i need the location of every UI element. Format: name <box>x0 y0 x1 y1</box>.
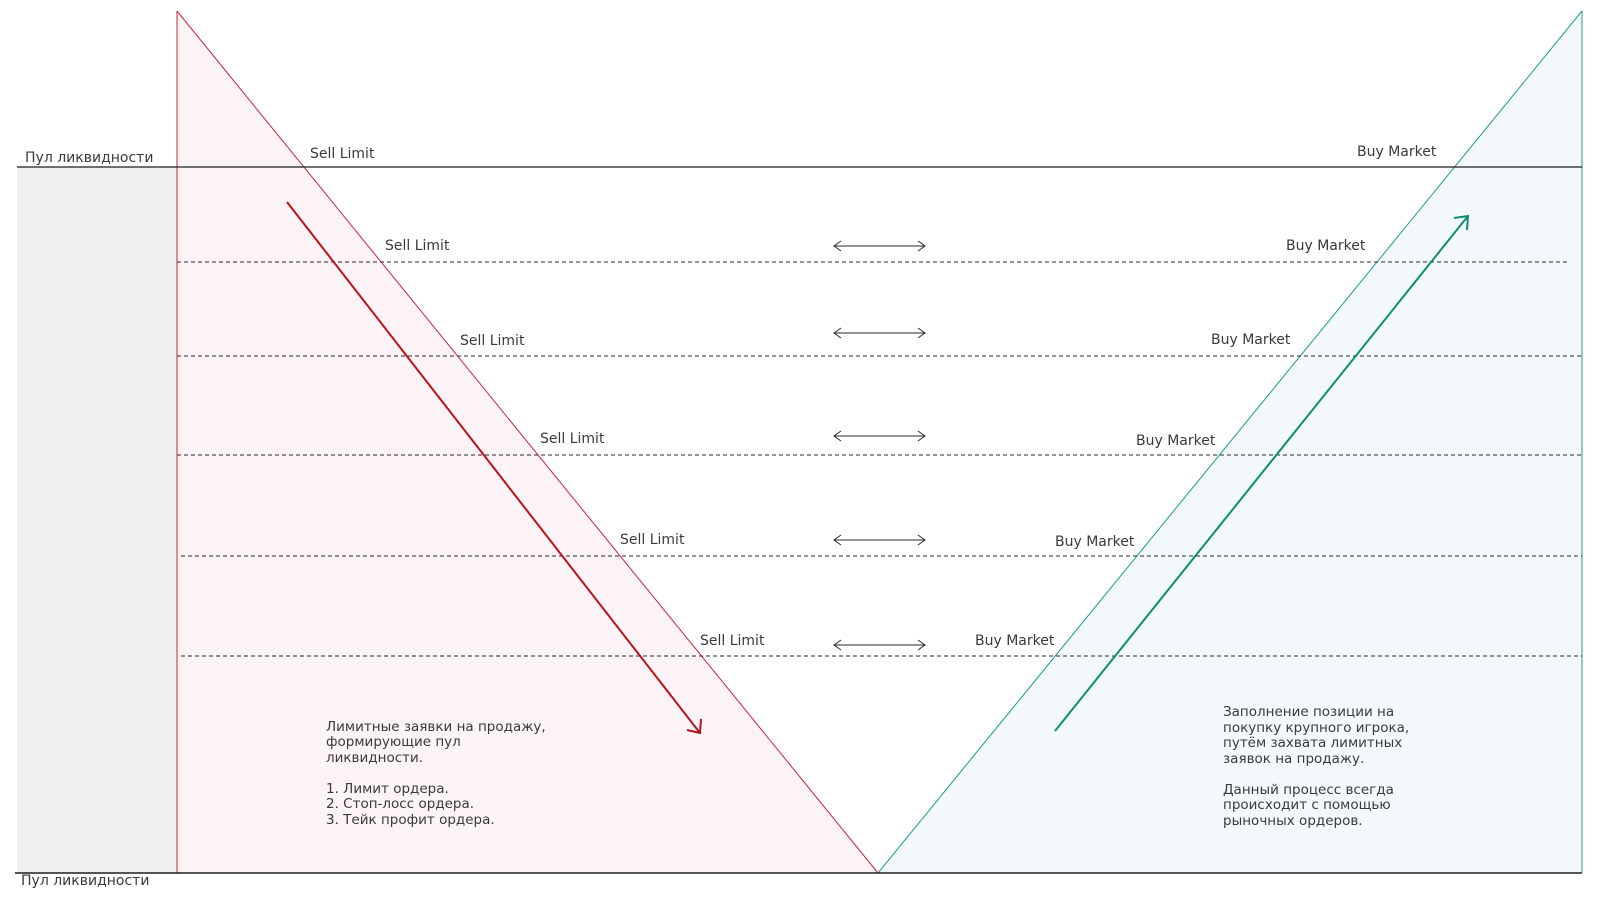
buy-note-line: происходит с помощью <box>1223 797 1391 813</box>
buy-market-label: Buy Market <box>1136 433 1216 449</box>
double-headed-arrow-icon <box>833 240 926 252</box>
buy-note-line: путём захвата лимитных <box>1223 735 1402 751</box>
buy-market-label: Buy Market <box>975 633 1055 649</box>
sell-note-line: Лимитные заявки на продажу, <box>326 719 546 735</box>
buy-note-line: покупку крупного игрока, <box>1223 720 1409 736</box>
double-headed-arrow-icon <box>833 430 926 442</box>
pool-label-bottom: Пул ликвидности <box>21 873 149 889</box>
sell-note-line: ликвидности. <box>326 750 423 766</box>
side-panel <box>17 167 177 873</box>
sell-limit-label: Sell Limit <box>540 431 605 447</box>
pool-label-top: Пул ликвидности <box>25 150 153 166</box>
buy-market-label: Buy Market <box>1286 238 1366 254</box>
up-right-arrow-icon <box>1054 214 1470 732</box>
buy-note-line: Заполнение позиции на <box>1223 704 1394 720</box>
sell-note-line: 3. Тейк профит ордера. <box>326 812 495 828</box>
buy-note-line: заявок на продажу. <box>1223 751 1364 767</box>
sell-note: Лимитные заявки на продажу, формирующие … <box>326 719 546 828</box>
buy-triangle-hypotenuse <box>877 10 1583 874</box>
buy-note-line: рыночных ордеров. <box>1223 813 1363 829</box>
sell-note-line: 2. Стоп-лосс ордера. <box>326 796 474 812</box>
sell-limit-label: Sell Limit <box>385 238 450 254</box>
sell-triangle-hypotenuse <box>176 10 879 874</box>
sell-limit-label: Sell Limit <box>700 633 765 649</box>
level-lines <box>177 261 1582 657</box>
buy-market-label: Buy Market <box>1211 332 1291 348</box>
sell-note-line: 1. Лимит ордера. <box>326 781 449 797</box>
buy-market-label: Buy Market <box>1357 144 1437 160</box>
double-headed-arrow-icon <box>833 327 926 339</box>
buy-note: Заполнение позиции на покупку крупного и… <box>1223 704 1409 829</box>
sell-limit-label: Sell Limit <box>620 532 685 548</box>
buy-market-label: Buy Market <box>1055 534 1135 550</box>
sell-limit-label: Sell Limit <box>460 333 525 349</box>
sell-note-line: формирующие пул <box>326 734 461 750</box>
double-headed-arrow-icon <box>833 534 926 546</box>
buy-note-line: Данный процесс всегда <box>1223 782 1394 798</box>
double-headed-arrow-icon <box>833 639 926 651</box>
sell-limit-label: Sell Limit <box>310 146 375 162</box>
down-right-arrow-icon <box>286 201 702 735</box>
double-headed-arrows <box>833 240 926 651</box>
